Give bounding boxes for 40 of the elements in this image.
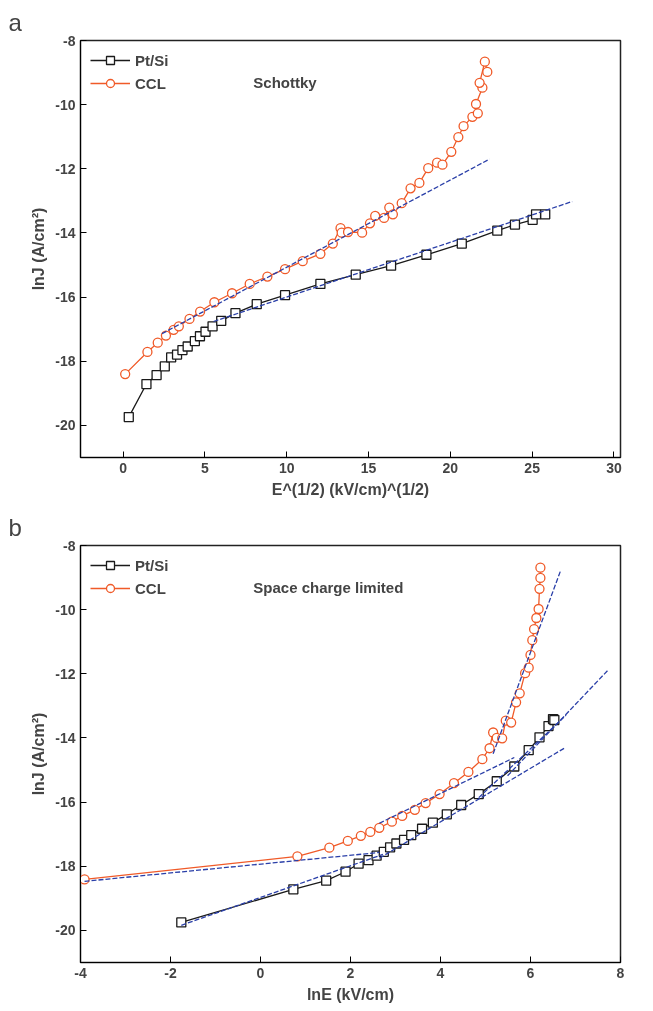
y-tick-label: -10 — [55, 601, 76, 618]
x-tick-label: 0 — [119, 459, 128, 476]
x-axis-title: E^(1/2) (kV/cm)^(1/2) — [271, 480, 430, 498]
y-tick-label: -18 — [55, 353, 76, 370]
legend-label: Pt/Si — [135, 51, 169, 69]
x-tick-label: -2 — [164, 964, 177, 981]
annotation: Schottky — [253, 73, 318, 91]
y-axis-title: lnJ (A/cm²) — [30, 712, 48, 796]
y-tick-label: -14 — [55, 224, 76, 241]
y-tick-label: -10 — [55, 96, 76, 113]
x-tick-label: 8 — [616, 964, 625, 981]
y-tick-label: -16 — [55, 289, 76, 306]
x-tick-label: 15 — [360, 459, 377, 476]
x-tick-label: 2 — [346, 964, 355, 981]
y-tick-label: -8 — [63, 32, 76, 49]
legend-label: CCL — [135, 579, 166, 597]
y-tick-label: -8 — [63, 537, 76, 554]
y-axis-title: lnJ (A/cm²) — [30, 207, 48, 291]
annotation: Space charge limited — [253, 578, 404, 596]
x-axis-title: lnE (kV/cm) — [306, 985, 395, 1003]
y-tick-label: -14 — [55, 729, 76, 746]
y-tick-label: -18 — [55, 858, 76, 875]
x-tick-label: 25 — [524, 459, 541, 476]
x-tick-label: 6 — [526, 964, 535, 981]
y-tick-label: -20 — [55, 417, 76, 434]
x-tick-label: 20 — [442, 459, 459, 476]
y-tick-label: -12 — [55, 665, 76, 682]
y-tick-label: -20 — [55, 922, 76, 939]
text: a — [8, 8, 23, 36]
x-tick-label: 4 — [436, 964, 445, 981]
x-tick-label: 0 — [256, 964, 265, 981]
y-tick-label: -12 — [55, 160, 76, 177]
y-tick-label: -16 — [55, 794, 76, 811]
x-tick-label: 10 — [278, 459, 295, 476]
x-tick-label: 5 — [200, 459, 209, 476]
x-tick-label: -4 — [74, 964, 87, 981]
text: b — [8, 513, 22, 541]
legend-label: CCL — [135, 74, 166, 92]
x-tick-label: 30 — [606, 459, 622, 476]
legend-label: Pt/Si — [135, 556, 169, 574]
